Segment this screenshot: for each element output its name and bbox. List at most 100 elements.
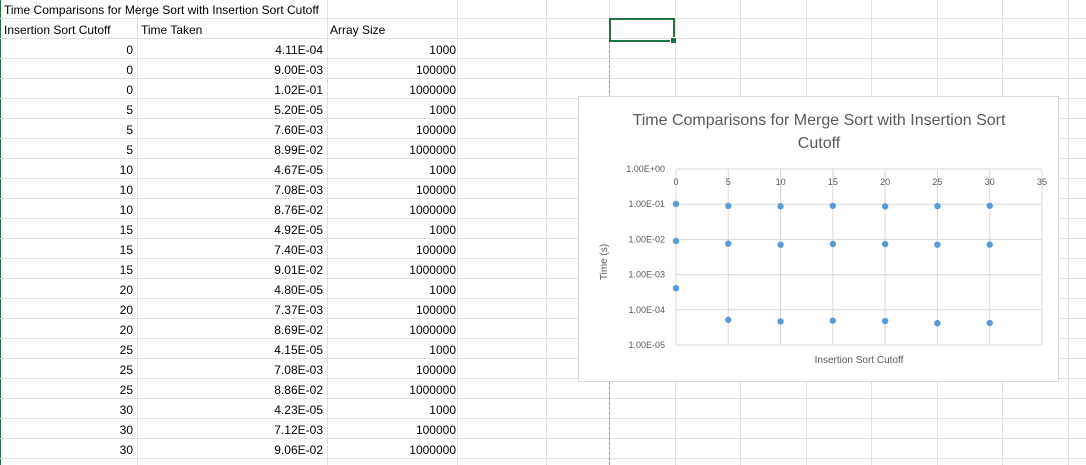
x-tick-label: 0 bbox=[673, 177, 678, 187]
x-tick-label: 30 bbox=[985, 177, 995, 187]
data-point bbox=[934, 320, 941, 327]
x-tick-label: 35 bbox=[1037, 177, 1047, 187]
data-point bbox=[777, 318, 784, 325]
y-axis-title: Time (s) bbox=[599, 244, 610, 280]
cell-time[interactable]: 8.86E-02 bbox=[274, 383, 323, 397]
cell-cutoff[interactable]: 15 bbox=[119, 223, 133, 237]
cell-cutoff[interactable]: 5 bbox=[126, 143, 133, 157]
y-tick-label: 1.00E-05 bbox=[628, 340, 665, 350]
cell-cutoff[interactable]: 15 bbox=[119, 243, 133, 257]
cell-time[interactable]: 7.12E-03 bbox=[274, 423, 323, 437]
cell-size[interactable]: 1000 bbox=[429, 283, 456, 297]
cell-cutoff[interactable]: 5 bbox=[126, 103, 133, 117]
data-point bbox=[777, 203, 784, 210]
cell-size[interactable]: 1000000 bbox=[409, 323, 456, 337]
data-point bbox=[725, 316, 732, 323]
y-tick-label: 1.00E-04 bbox=[628, 305, 665, 315]
cell-size[interactable]: 1000000 bbox=[409, 383, 456, 397]
cell-time[interactable]: 7.08E-03 bbox=[274, 183, 323, 197]
cell-cutoff[interactable]: 25 bbox=[119, 343, 133, 357]
data-point bbox=[777, 241, 784, 248]
cell-size[interactable]: 100000 bbox=[415, 63, 456, 77]
header-insertion-sort-cutoff[interactable]: Insertion Sort Cutoff bbox=[4, 23, 111, 37]
data-point bbox=[829, 240, 837, 248]
data-point bbox=[829, 202, 837, 209]
cell-cutoff[interactable]: 5 bbox=[126, 123, 133, 137]
cell-size[interactable]: 1000000 bbox=[409, 143, 456, 157]
selected-cell[interactable] bbox=[609, 18, 677, 44]
cell-cutoff[interactable]: 0 bbox=[126, 43, 133, 57]
cell-time[interactable]: 7.37E-03 bbox=[274, 303, 323, 317]
cell-size[interactable]: 1000 bbox=[429, 43, 456, 57]
cell-time[interactable]: 4.92E-05 bbox=[274, 223, 323, 237]
cell-cutoff[interactable]: 0 bbox=[126, 63, 133, 77]
chart-title: Time Comparisons for Merge Sort with Ins… bbox=[633, 112, 1006, 152]
cell-cutoff[interactable]: 10 bbox=[119, 203, 133, 217]
cell-time[interactable]: 9.01E-02 bbox=[274, 263, 323, 277]
data-point bbox=[986, 202, 993, 209]
cell-time[interactable]: 1.02E-01 bbox=[274, 83, 323, 97]
data-point bbox=[934, 202, 941, 210]
cell-time[interactable]: 4.80E-05 bbox=[274, 283, 323, 297]
cell-size[interactable]: 1000 bbox=[429, 163, 456, 177]
cell-cutoff[interactable]: 30 bbox=[119, 443, 133, 457]
data-point bbox=[881, 203, 889, 210]
cell-size[interactable]: 100000 bbox=[415, 303, 456, 317]
cell-size[interactable]: 1000 bbox=[429, 343, 456, 357]
header-time-taken[interactable]: Time Taken bbox=[141, 23, 203, 37]
sheet-title[interactable]: Time Comparisons for Merge Sort with Ins… bbox=[4, 3, 319, 17]
cell-time[interactable]: 7.08E-03 bbox=[274, 363, 323, 377]
x-tick-label: 10 bbox=[776, 177, 786, 187]
cell-size[interactable]: 100000 bbox=[415, 243, 456, 257]
cell-time[interactable]: 7.60E-03 bbox=[274, 123, 323, 137]
cell-cutoff[interactable]: 10 bbox=[119, 163, 133, 177]
cell-cutoff[interactable]: 20 bbox=[119, 323, 133, 337]
x-tick-label: 5 bbox=[726, 177, 731, 187]
cell-time[interactable]: 8.99E-02 bbox=[274, 143, 323, 157]
cell-size[interactable]: 100000 bbox=[415, 183, 456, 197]
cell-cutoff[interactable]: 10 bbox=[119, 183, 133, 197]
cell-time[interactable]: 8.69E-02 bbox=[274, 323, 323, 337]
header-array-size[interactable]: Array Size bbox=[330, 23, 386, 37]
cell-cutoff[interactable]: 20 bbox=[119, 283, 133, 297]
x-tick-label: 25 bbox=[932, 177, 942, 187]
cell-size[interactable]: 1000 bbox=[429, 403, 456, 417]
y-tick-label: 1.00E-03 bbox=[628, 270, 665, 280]
cell-cutoff[interactable]: 20 bbox=[119, 303, 133, 317]
cell-time[interactable]: 9.00E-03 bbox=[274, 63, 323, 77]
cell-size[interactable]: 100000 bbox=[415, 423, 456, 437]
cell-size[interactable]: 100000 bbox=[415, 363, 456, 377]
cell-size[interactable]: 1000000 bbox=[409, 203, 456, 217]
cell-cutoff[interactable]: 30 bbox=[119, 403, 133, 417]
cell-cutoff[interactable]: 30 bbox=[119, 423, 133, 437]
cell-cutoff[interactable]: 15 bbox=[119, 263, 133, 277]
data-point bbox=[986, 241, 993, 248]
cell-time[interactable]: 7.40E-03 bbox=[274, 243, 323, 257]
x-tick-label: 15 bbox=[828, 177, 838, 187]
y-tick-label: 1.00E+00 bbox=[626, 164, 665, 174]
cell-time[interactable]: 8.76E-02 bbox=[274, 203, 323, 217]
cell-time[interactable]: 4.15E-05 bbox=[274, 343, 323, 357]
cell-time[interactable]: 4.23E-05 bbox=[274, 403, 323, 417]
data-point bbox=[986, 319, 993, 327]
data-point bbox=[881, 240, 889, 248]
cell-time[interactable]: 4.11E-04 bbox=[275, 43, 323, 57]
chart-svg: Time Comparisons for Merge Sort with Ins… bbox=[599, 112, 1047, 366]
cell-size[interactable]: 1000000 bbox=[409, 443, 456, 457]
cell-size[interactable]: 1000 bbox=[429, 103, 456, 117]
scatter-chart[interactable]: Time Comparisons for Merge Sort with Ins… bbox=[578, 96, 1059, 382]
cell-size[interactable]: 1000000 bbox=[409, 83, 456, 97]
cell-time[interactable]: 5.20E-05 bbox=[274, 103, 323, 117]
cell-size[interactable]: 1000 bbox=[429, 223, 456, 237]
cell-time[interactable]: 4.67E-05 bbox=[274, 163, 323, 177]
x-tick-label: 20 bbox=[880, 177, 890, 187]
cell-cutoff[interactable]: 25 bbox=[119, 363, 133, 377]
cell-size[interactable]: 1000000 bbox=[409, 263, 456, 277]
cell-cutoff[interactable]: 0 bbox=[126, 83, 133, 97]
cell-size[interactable]: 100000 bbox=[415, 123, 456, 137]
data-point bbox=[672, 284, 680, 292]
cell-time[interactable]: 9.06E-02 bbox=[274, 443, 323, 457]
fill-handle[interactable] bbox=[670, 37, 677, 44]
data-point bbox=[672, 200, 680, 208]
cell-cutoff[interactable]: 25 bbox=[119, 383, 133, 397]
